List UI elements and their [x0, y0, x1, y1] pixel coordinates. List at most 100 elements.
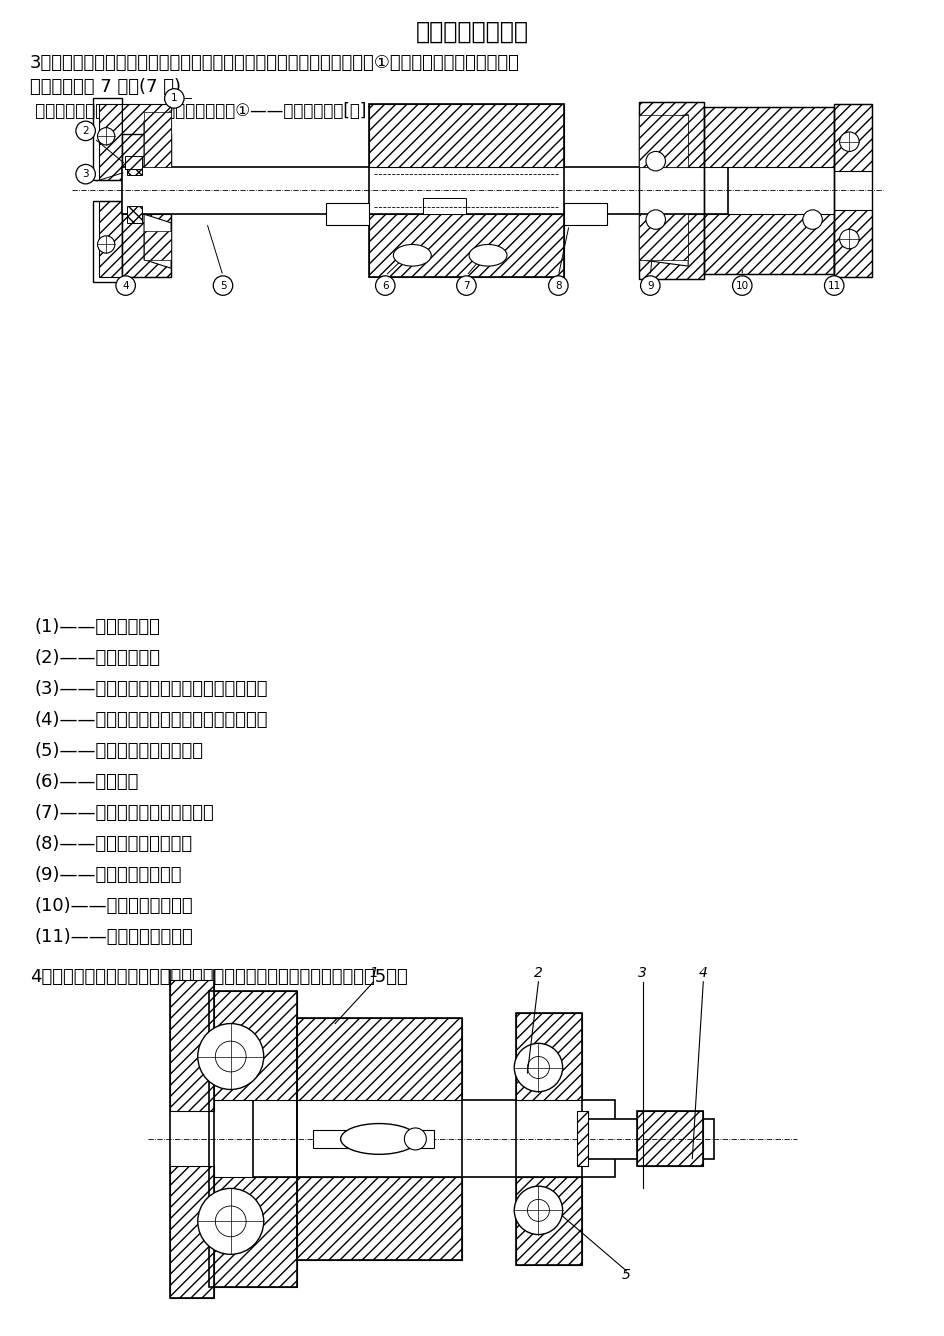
- Text: 3: 3: [82, 170, 89, 179]
- Circle shape: [514, 1043, 562, 1092]
- Bar: [209, 1177, 296, 1288]
- Bar: [126, 206, 142, 223]
- Bar: [93, 99, 123, 179]
- Bar: [576, 1112, 587, 1166]
- Bar: [834, 210, 871, 277]
- Circle shape: [97, 236, 115, 253]
- Bar: [582, 1120, 714, 1158]
- Circle shape: [514, 1186, 562, 1234]
- Circle shape: [197, 1189, 263, 1255]
- Bar: [636, 1112, 702, 1166]
- Text: 3: 3: [638, 966, 647, 979]
- Text: 6: 6: [381, 281, 388, 290]
- Text: 7: 7: [463, 281, 469, 290]
- Bar: [126, 158, 142, 175]
- Bar: [369, 214, 564, 277]
- Circle shape: [838, 230, 858, 248]
- Circle shape: [838, 132, 858, 151]
- Bar: [93, 202, 123, 282]
- Circle shape: [404, 1128, 426, 1150]
- Circle shape: [456, 275, 476, 295]
- Bar: [516, 1177, 582, 1265]
- Ellipse shape: [393, 244, 430, 266]
- Bar: [369, 104, 564, 277]
- Bar: [639, 115, 687, 167]
- Bar: [123, 167, 728, 214]
- Bar: [639, 102, 703, 279]
- Text: (8)——齿轮右侧无轴向定位: (8)——齿轮右侧无轴向定位: [35, 835, 193, 852]
- Bar: [170, 958, 214, 1299]
- Bar: [369, 104, 564, 167]
- Bar: [143, 231, 171, 259]
- Bar: [252, 1101, 615, 1177]
- Text: (11)——轴与轴承端盖相碰: (11)——轴与轴承端盖相碰: [35, 929, 194, 946]
- Text: (6)——多一个键: (6)——多一个键: [35, 774, 139, 791]
- Bar: [125, 156, 142, 168]
- Text: (9)——轴承安装方向不对: (9)——轴承安装方向不对: [35, 866, 182, 884]
- Text: 4、请说明图示轴系结构中用数字标出位置的错误（不合理）的原因。（5分）: 4、请说明图示轴系结构中用数字标出位置的错误（不合理）的原因。（5分）: [30, 969, 407, 986]
- Text: 3、图示为一用对圆锥滚子轴承外圈窄边相对安装的轴系结构。请按示例①所示，指出图中的其他结构: 3、图示为一用对圆锥滚子轴承外圈窄边相对安装的轴系结构。请按示例①所示，指出图中…: [30, 53, 519, 72]
- Text: 2: 2: [533, 966, 542, 979]
- Bar: [123, 134, 171, 277]
- Circle shape: [640, 275, 659, 295]
- Circle shape: [215, 1041, 245, 1071]
- Circle shape: [116, 275, 135, 295]
- Text: 2: 2: [82, 126, 89, 136]
- Bar: [636, 1112, 702, 1166]
- Bar: [834, 104, 871, 171]
- Text: (5)——端盖孔与轴径间无间隙: (5)——端盖孔与轴径间无间隙: [35, 741, 204, 760]
- Ellipse shape: [468, 244, 506, 266]
- Text: 4: 4: [699, 966, 707, 979]
- Text: (2)——轮毂键槽不对: (2)——轮毂键槽不对: [35, 649, 160, 667]
- Bar: [143, 112, 171, 167]
- Text: (3)——与齿轮处键槽的位置不在同一角度上: (3)——与齿轮处键槽的位置不在同一角度上: [35, 680, 268, 697]
- Bar: [423, 198, 466, 214]
- Bar: [296, 1177, 461, 1260]
- Bar: [326, 203, 369, 224]
- Bar: [703, 107, 834, 274]
- Bar: [639, 214, 687, 259]
- Bar: [516, 1013, 582, 1101]
- Ellipse shape: [340, 1124, 417, 1154]
- Bar: [209, 990, 296, 1288]
- Text: 5: 5: [621, 1268, 631, 1281]
- Text: （注：润滑方式、倒角和圆角忽略不计。）例①——缺少调整垫片[解]: （注：润滑方式、倒角和圆角忽略不计。）例①——缺少调整垫片[解]: [30, 102, 366, 120]
- Bar: [703, 107, 834, 167]
- Bar: [564, 203, 606, 224]
- Text: 错误（不少于 7 处）(7 分): 错误（不少于 7 处）(7 分): [30, 77, 181, 96]
- Text: 9: 9: [647, 281, 653, 290]
- Bar: [123, 104, 171, 167]
- Bar: [296, 1018, 461, 1260]
- Circle shape: [646, 151, 665, 171]
- Text: (7)——齿轮左侧轴向定位不可靠: (7)——齿轮左侧轴向定位不可靠: [35, 804, 214, 822]
- Circle shape: [76, 122, 95, 140]
- Circle shape: [197, 1023, 263, 1089]
- Bar: [516, 1013, 582, 1265]
- Circle shape: [76, 164, 95, 184]
- Bar: [296, 1018, 461, 1101]
- Bar: [639, 214, 703, 279]
- Circle shape: [527, 1057, 548, 1078]
- Bar: [639, 102, 703, 167]
- Text: 11: 11: [827, 281, 840, 290]
- Bar: [170, 1166, 214, 1299]
- Circle shape: [215, 1206, 245, 1237]
- Text: (10)——轴承外圈定位超高: (10)——轴承外圈定位超高: [35, 896, 194, 915]
- Circle shape: [802, 210, 821, 230]
- Circle shape: [164, 88, 184, 108]
- Bar: [209, 990, 296, 1101]
- Polygon shape: [143, 112, 171, 167]
- Circle shape: [548, 275, 567, 295]
- Bar: [703, 214, 834, 274]
- Bar: [123, 214, 171, 277]
- Bar: [170, 979, 214, 1112]
- Text: (4)——键槽处表达不正确（应该局部剖视）: (4)——键槽处表达不正确（应该局部剖视）: [35, 711, 268, 729]
- Circle shape: [375, 275, 395, 295]
- Text: 1: 1: [369, 966, 378, 979]
- Text: 10: 10: [735, 281, 748, 290]
- Circle shape: [646, 210, 665, 230]
- Polygon shape: [639, 115, 687, 167]
- Circle shape: [527, 1200, 548, 1221]
- Circle shape: [97, 128, 115, 144]
- Circle shape: [213, 275, 232, 295]
